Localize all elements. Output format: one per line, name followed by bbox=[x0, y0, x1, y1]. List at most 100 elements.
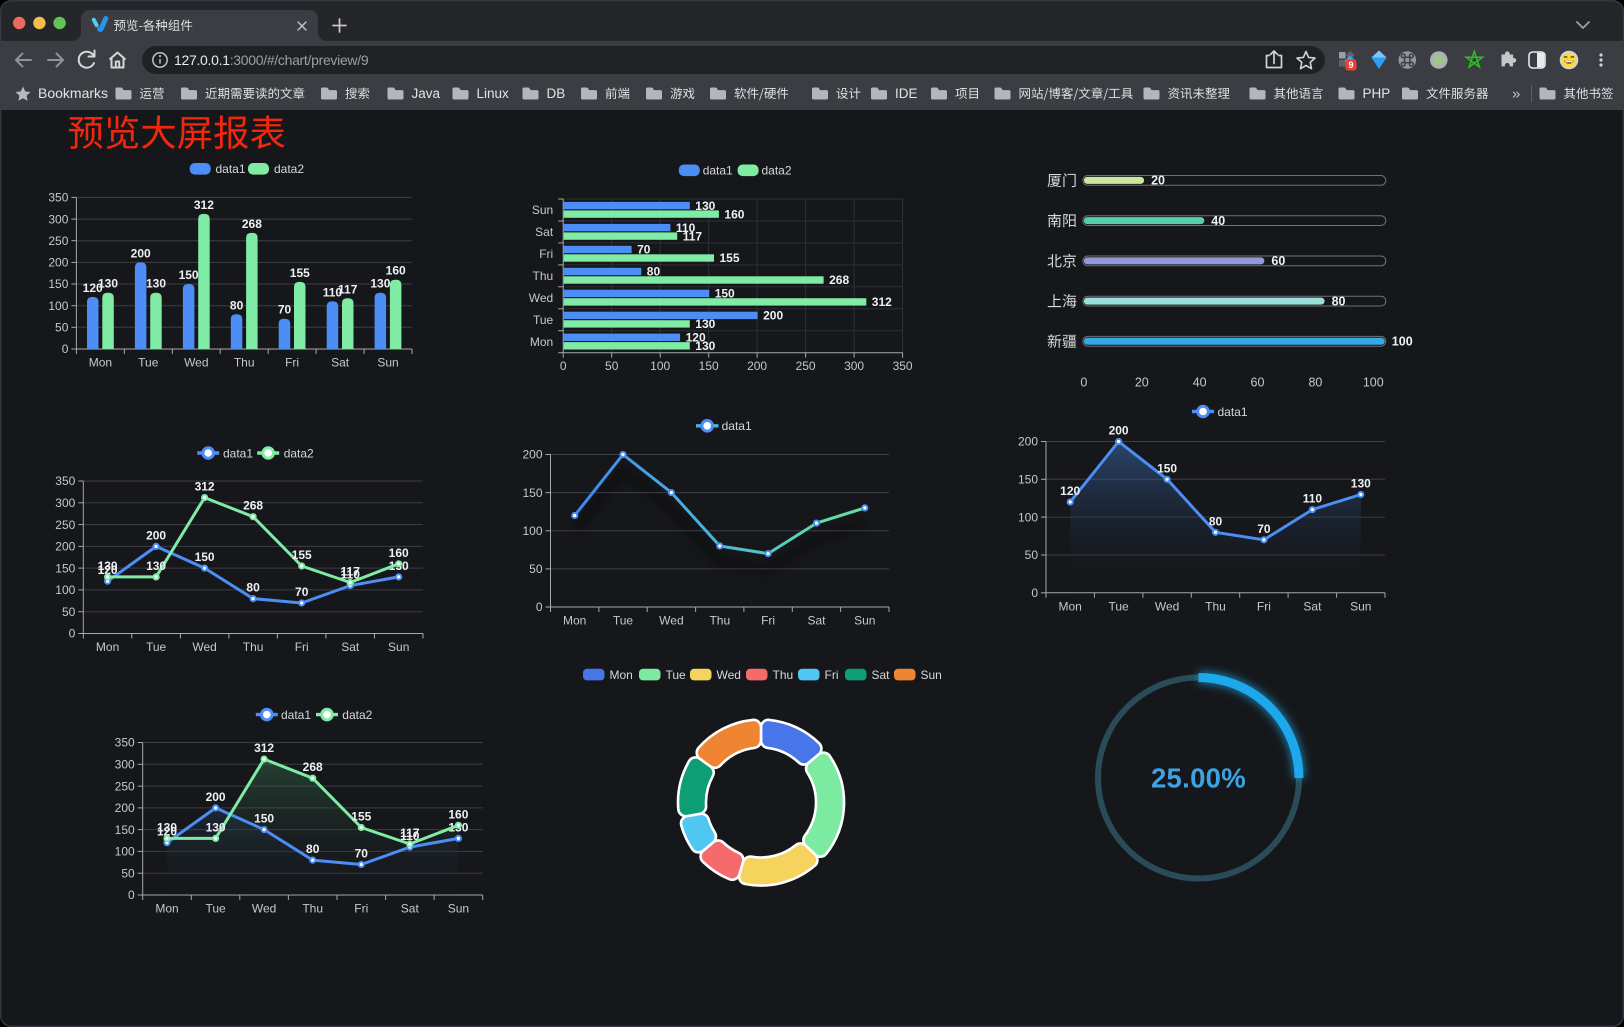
svg-text:130: 130 bbox=[695, 317, 715, 331]
svg-text:0: 0 bbox=[62, 342, 69, 356]
svg-text:Thu: Thu bbox=[243, 640, 264, 654]
svg-text:268: 268 bbox=[303, 760, 323, 774]
svg-text:130: 130 bbox=[206, 820, 226, 834]
svg-text:Sun: Sun bbox=[854, 614, 875, 628]
svg-text:312: 312 bbox=[254, 741, 274, 755]
svg-text:120: 120 bbox=[157, 825, 177, 839]
svg-text:160: 160 bbox=[724, 207, 744, 221]
svg-text:60: 60 bbox=[1251, 376, 1265, 390]
svg-text:Sun: Sun bbox=[388, 640, 409, 654]
svg-text:150: 150 bbox=[1018, 473, 1038, 487]
svg-text:Thu: Thu bbox=[709, 614, 730, 628]
svg-text:80: 80 bbox=[1308, 376, 1322, 390]
svg-text:0: 0 bbox=[1031, 586, 1038, 600]
svg-text:120: 120 bbox=[1060, 484, 1080, 498]
svg-text:Sat: Sat bbox=[872, 668, 891, 682]
svg-text:70: 70 bbox=[637, 243, 651, 257]
svg-text:data2: data2 bbox=[284, 446, 314, 460]
svg-text:Thu: Thu bbox=[302, 902, 323, 916]
svg-text:80: 80 bbox=[230, 298, 244, 312]
svg-text:155: 155 bbox=[351, 810, 371, 824]
svg-text:150: 150 bbox=[179, 268, 199, 282]
svg-text:Sat: Sat bbox=[535, 225, 554, 239]
svg-text:data1: data1 bbox=[722, 419, 752, 433]
svg-text:Wed: Wed bbox=[1155, 599, 1179, 613]
svg-text:110: 110 bbox=[323, 285, 343, 299]
svg-text:Sun: Sun bbox=[1350, 599, 1371, 613]
svg-text:Sat: Sat bbox=[331, 356, 350, 370]
svg-text:DB: DB bbox=[547, 86, 566, 101]
svg-text:150: 150 bbox=[522, 486, 542, 500]
svg-text:Mon: Mon bbox=[96, 640, 119, 654]
svg-text:250: 250 bbox=[55, 518, 75, 532]
svg-text:100: 100 bbox=[48, 299, 68, 313]
svg-text:Wed: Wed bbox=[184, 356, 208, 370]
svg-text:IDE: IDE bbox=[895, 86, 918, 101]
svg-text:50: 50 bbox=[121, 866, 135, 880]
svg-text:130: 130 bbox=[695, 199, 715, 213]
svg-text:50: 50 bbox=[62, 605, 76, 619]
svg-text:Sun: Sun bbox=[377, 356, 398, 370]
svg-text:Thu: Thu bbox=[234, 356, 255, 370]
svg-text:Linux: Linux bbox=[477, 86, 510, 101]
svg-text:0: 0 bbox=[128, 888, 135, 902]
svg-text:PHP: PHP bbox=[1363, 86, 1391, 101]
svg-text:40: 40 bbox=[1193, 376, 1207, 390]
svg-text:Tue: Tue bbox=[138, 356, 159, 370]
svg-text:Tue: Tue bbox=[666, 668, 687, 682]
svg-text:100: 100 bbox=[55, 583, 75, 597]
svg-text:0: 0 bbox=[1080, 376, 1087, 390]
svg-text:Sun: Sun bbox=[448, 902, 469, 916]
svg-text:350: 350 bbox=[48, 191, 68, 205]
svg-text:120: 120 bbox=[98, 563, 118, 577]
svg-text:Thu: Thu bbox=[773, 668, 794, 682]
svg-text:200: 200 bbox=[522, 448, 542, 462]
svg-text:200: 200 bbox=[115, 801, 135, 815]
svg-text:120: 120 bbox=[686, 331, 706, 345]
svg-text:160: 160 bbox=[448, 807, 468, 821]
svg-text:117: 117 bbox=[400, 826, 420, 840]
svg-text:150: 150 bbox=[195, 550, 215, 564]
svg-text:Sat: Sat bbox=[401, 902, 420, 916]
svg-text:Wed: Wed bbox=[659, 614, 683, 628]
svg-text:130: 130 bbox=[146, 559, 166, 573]
svg-text:25.00%: 25.00% bbox=[1151, 763, 1246, 794]
svg-text:268: 268 bbox=[829, 273, 849, 287]
svg-text:Fri: Fri bbox=[1257, 599, 1271, 613]
svg-text:200: 200 bbox=[763, 309, 783, 323]
svg-text:300: 300 bbox=[48, 212, 68, 226]
svg-text:Sat: Sat bbox=[341, 640, 360, 654]
svg-text:50: 50 bbox=[1025, 548, 1039, 562]
svg-text:200: 200 bbox=[206, 790, 226, 804]
svg-text:Sun: Sun bbox=[921, 668, 942, 682]
svg-text:70: 70 bbox=[278, 303, 292, 317]
svg-text:data2: data2 bbox=[342, 708, 372, 722]
svg-text:Tue: Tue bbox=[146, 640, 167, 654]
svg-text:50: 50 bbox=[55, 321, 69, 335]
svg-text:200: 200 bbox=[1109, 424, 1129, 438]
svg-text:Wed: Wed bbox=[717, 668, 741, 682]
svg-text:127.0.0.1:3000/#/chart/preview: 127.0.0.1:3000/#/chart/preview/9 bbox=[174, 52, 369, 68]
svg-text:130: 130 bbox=[146, 277, 166, 291]
svg-text:Sat: Sat bbox=[807, 614, 826, 628]
svg-text:268: 268 bbox=[243, 499, 263, 513]
svg-text:20: 20 bbox=[1151, 174, 1165, 188]
svg-text:Mon: Mon bbox=[563, 614, 586, 628]
svg-text:312: 312 bbox=[194, 198, 214, 212]
svg-text:200: 200 bbox=[146, 528, 166, 542]
svg-text:312: 312 bbox=[872, 295, 892, 309]
svg-text:300: 300 bbox=[55, 496, 75, 510]
svg-text:110: 110 bbox=[676, 221, 696, 235]
svg-text:350: 350 bbox=[893, 359, 913, 373]
svg-text:117: 117 bbox=[338, 282, 358, 296]
svg-text:Mon: Mon bbox=[1059, 599, 1082, 613]
svg-text:»: » bbox=[1512, 86, 1520, 103]
svg-text:70: 70 bbox=[1257, 522, 1271, 536]
svg-text:Tue: Tue bbox=[205, 902, 226, 916]
svg-text:200: 200 bbox=[747, 359, 767, 373]
svg-text:80: 80 bbox=[647, 265, 661, 279]
svg-text:117: 117 bbox=[683, 229, 703, 243]
svg-text:155: 155 bbox=[290, 266, 310, 280]
svg-text:Mon: Mon bbox=[610, 668, 633, 682]
svg-text:Fri: Fri bbox=[761, 614, 775, 628]
